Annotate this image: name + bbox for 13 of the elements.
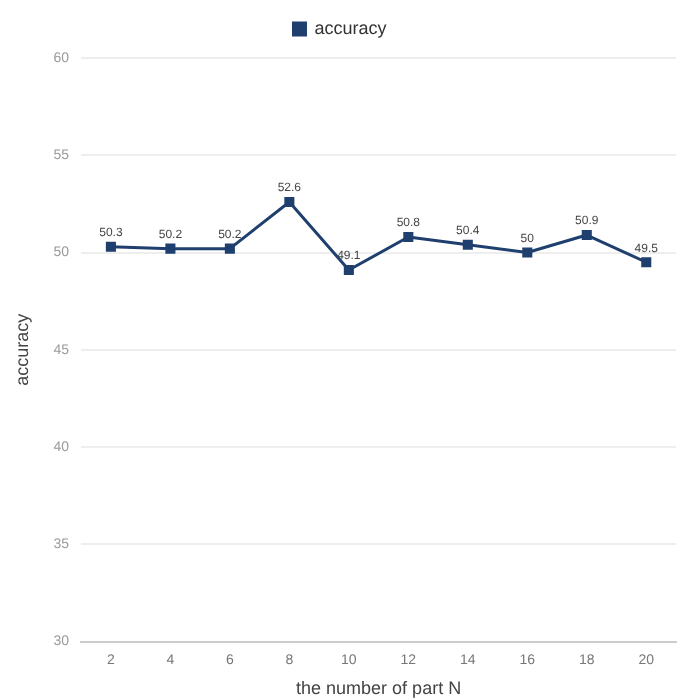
point [403, 231, 414, 243]
point [105, 241, 116, 252]
point [522, 247, 533, 258]
x-axis-title: the number of part N [296, 678, 462, 699]
y-axis-title: accuracy [11, 312, 32, 386]
point [343, 265, 354, 276]
point [284, 196, 295, 207]
point [165, 243, 176, 254]
point [224, 243, 235, 254]
point [462, 239, 473, 250]
legend-label: accuracy [314, 17, 388, 38]
point [581, 229, 592, 241]
point [641, 257, 652, 268]
